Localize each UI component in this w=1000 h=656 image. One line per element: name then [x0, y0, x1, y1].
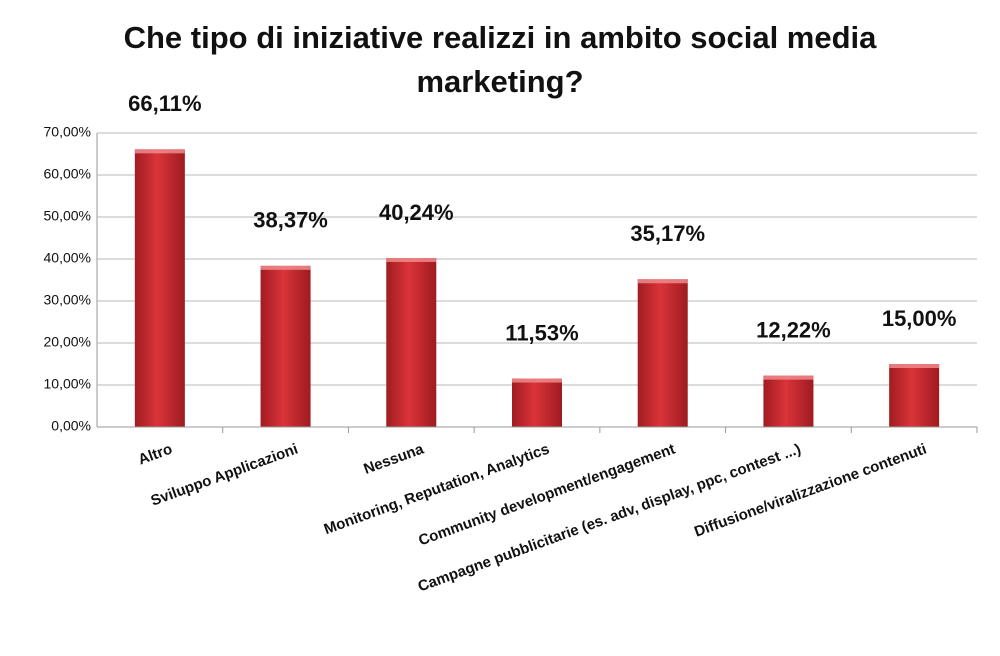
y-tick-label: 70,00%: [44, 124, 91, 140]
value-label: 11,53%: [505, 320, 578, 345]
bar-cap: [512, 378, 562, 383]
bar: [889, 364, 940, 427]
y-tick-label: 30,00%: [44, 292, 91, 308]
x-tick-label: Nessuna: [361, 440, 426, 478]
bar-cap: [637, 279, 688, 284]
y-tick-label: 20,00%: [44, 334, 91, 350]
bar: [512, 378, 562, 427]
bar-cap: [134, 149, 185, 154]
y-tick-label: 10,00%: [44, 376, 91, 392]
y-tick-label: 60,00%: [44, 166, 91, 182]
y-tick-label: 50,00%: [44, 208, 91, 224]
bar: [386, 257, 437, 427]
bar: [134, 149, 185, 427]
value-label: 12,22%: [756, 317, 831, 342]
bar-cap: [386, 257, 437, 262]
bar: [260, 265, 311, 427]
x-tick-label: Diffusione/viralizzazione contenuti: [692, 441, 929, 541]
x-tick-label: Altro: [136, 441, 175, 469]
y-tick-label: 40,00%: [44, 250, 91, 266]
value-label: 38,37%: [253, 208, 328, 233]
bar: [763, 375, 814, 427]
bar-cap: [889, 364, 940, 368]
bar-cap: [763, 375, 814, 380]
bar: [637, 279, 688, 427]
value-label: 35,17%: [630, 221, 705, 246]
chart-title: Che tipo di iniziative realizzi in ambit…: [123, 20, 877, 99]
value-label: 15,00%: [882, 306, 957, 331]
value-label: 40,24%: [379, 200, 454, 225]
value-label: 66,11%: [128, 91, 201, 116]
bar-cap: [260, 265, 311, 270]
x-tick-label: Monitoring, Reputation, Analytics: [322, 441, 552, 539]
y-tick-label: 0,00%: [51, 418, 91, 434]
